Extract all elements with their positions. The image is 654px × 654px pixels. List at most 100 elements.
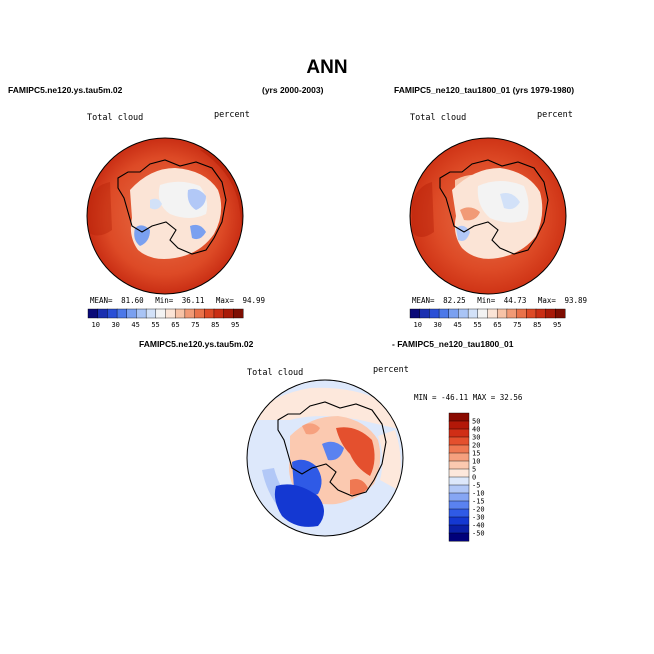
colorbar-swatch bbox=[448, 452, 470, 462]
colorbar-swatch bbox=[409, 308, 421, 319]
panel-1-mean: 81.60 bbox=[121, 296, 144, 305]
panel-2: FAMIPC5_ne120_tau1800_01 (yrs 1979-1980)… bbox=[394, 85, 587, 329]
colorbar-tick-label: 85 bbox=[533, 321, 541, 329]
panel-1-case-name: FAMIPC5.ne120.ys.tau5m.02 bbox=[8, 85, 123, 95]
panel-1-units: percent bbox=[214, 110, 250, 120]
colorbar-swatch bbox=[204, 308, 215, 319]
panel-2-min: 44.73 bbox=[504, 296, 527, 305]
colorbar-tick-label: 10 bbox=[92, 321, 100, 329]
colorbar-swatch bbox=[555, 308, 566, 319]
panel-1-low-patch-d bbox=[150, 198, 162, 210]
panel-3-case-a: FAMIPC5.ne120.ys.tau5m.02 bbox=[139, 339, 254, 349]
panel-2-map bbox=[410, 138, 566, 294]
panel-3-negative-ocean bbox=[274, 484, 324, 527]
panel-3-map-border bbox=[246, 379, 404, 537]
colorbar-swatch bbox=[107, 308, 118, 319]
panel-3-map bbox=[247, 380, 403, 536]
colorbar-swatch bbox=[419, 308, 430, 319]
colorbar-swatch bbox=[194, 308, 205, 319]
colorbar-swatch bbox=[535, 308, 547, 319]
colorbar-swatch bbox=[429, 308, 440, 319]
panel-3: FAMIPC5.ne120.ys.tau5m.02 - FAMIPC5_ne12… bbox=[139, 339, 523, 542]
panel-1-min-label: Min= bbox=[155, 296, 174, 305]
panel-1-colorbar bbox=[87, 308, 244, 319]
colorbar-swatch bbox=[136, 308, 147, 319]
panel-3-negative-patch-a bbox=[322, 441, 344, 461]
panel-3-variable: Total cloud bbox=[247, 368, 303, 378]
colorbar-swatch bbox=[448, 532, 470, 542]
colorbar-swatch bbox=[97, 308, 108, 319]
colorbar-swatch bbox=[477, 308, 489, 319]
colorbar-swatch bbox=[448, 492, 470, 502]
colorbar-swatch bbox=[448, 420, 470, 430]
colorbar-tick-label: -5 bbox=[472, 482, 480, 490]
colorbar-tick-label: 55 bbox=[473, 321, 481, 329]
panel-1: FAMIPC5.ne120.ys.tau5m.02 (yrs 2000-2003… bbox=[8, 85, 324, 329]
colorbar-tick-label: 10 bbox=[472, 458, 480, 466]
panel-1-colorbar-labels: 10 30 45 55 65 75 85 95 bbox=[92, 321, 240, 329]
panel-2-stats: MEAN= 82.25 Min= 44.73 Max= 93.89 bbox=[412, 296, 587, 305]
colorbar-tick-label: 30 bbox=[433, 321, 441, 329]
panel-3-positive-patch-b bbox=[350, 479, 368, 496]
colorbar-tick-label: 95 bbox=[553, 321, 561, 329]
main-title: ANN bbox=[306, 57, 347, 78]
colorbar-tick-label: 15 bbox=[472, 450, 480, 458]
panel-2-variable: Total cloud bbox=[410, 113, 466, 123]
panel-3-positive-patch-c bbox=[302, 423, 320, 435]
panel-2-low-patch-a bbox=[500, 193, 520, 210]
colorbar-swatch bbox=[516, 308, 527, 319]
colorbar-swatch bbox=[174, 308, 186, 319]
colorbar-tick-label: 20 bbox=[472, 442, 480, 450]
panel-1-map-border bbox=[86, 137, 244, 295]
panel-1-coastline bbox=[117, 159, 227, 255]
colorbar-tick-label: -10 bbox=[472, 490, 485, 498]
panel-2-units: percent bbox=[537, 110, 573, 120]
colorbar-tick-label: 55 bbox=[151, 321, 159, 329]
colorbar-tick-label: 10 bbox=[414, 321, 422, 329]
colorbar-tick-label: 75 bbox=[513, 321, 521, 329]
panel-1-high-cloud-west bbox=[88, 182, 112, 236]
colorbar-swatch bbox=[448, 460, 470, 470]
colorbar-swatch bbox=[448, 468, 470, 478]
colorbar-tick-label: 65 bbox=[171, 321, 179, 329]
panel-2-max: 93.89 bbox=[564, 296, 587, 305]
colorbar-swatch bbox=[126, 308, 137, 319]
panel-2-coastline bbox=[439, 159, 549, 255]
colorbar-swatch bbox=[467, 308, 479, 319]
panel-2-colorbar-labels: 10 30 45 55 65 75 85 95 bbox=[414, 321, 562, 329]
colorbar-tick-label: 85 bbox=[211, 321, 219, 329]
colorbar-swatch bbox=[487, 308, 498, 319]
panel-2-mean-label: MEAN= bbox=[412, 296, 435, 305]
colorbar-swatch bbox=[116, 308, 128, 319]
colorbar-tick-label: -40 bbox=[472, 522, 485, 530]
panel-3-positive-band-north bbox=[247, 387, 403, 430]
colorbar-swatch bbox=[438, 308, 450, 319]
panel-2-max-label: Max= bbox=[538, 296, 557, 305]
panel-1-max: 94.99 bbox=[242, 296, 265, 305]
colorbar-swatch bbox=[448, 436, 470, 446]
colorbar-tick-label: 30 bbox=[472, 434, 480, 442]
colorbar-swatch bbox=[458, 308, 469, 319]
colorbar-swatch bbox=[213, 308, 225, 319]
panel-1-variable: Total cloud bbox=[87, 113, 143, 123]
colorbar-tick-label: 5 bbox=[472, 466, 476, 474]
panel-1-low-patch-c bbox=[190, 224, 206, 240]
colorbar-tick-label: 0 bbox=[472, 474, 476, 482]
panel-3-colorbar bbox=[448, 412, 470, 542]
colorbar-swatch bbox=[184, 308, 196, 319]
panel-3-positive-band-east bbox=[378, 430, 401, 490]
colorbar-swatch bbox=[545, 308, 556, 319]
colorbar-tick-label: -30 bbox=[472, 514, 485, 522]
colorbar-tick-label: 45 bbox=[131, 321, 139, 329]
panel-2-mean: 82.25 bbox=[443, 296, 466, 305]
colorbar-tick-label: 45 bbox=[453, 321, 461, 329]
panel-1-max-label: Max= bbox=[216, 296, 235, 305]
colorbar-swatch bbox=[526, 308, 537, 319]
panel-2-case-name: FAMIPC5_ne120_tau1800_01 (yrs 1979-1980) bbox=[394, 85, 574, 95]
colorbar-tick-label: 65 bbox=[493, 321, 501, 329]
panel-2-high-cloud-west bbox=[412, 182, 434, 237]
colorbar-tick-label: 50 bbox=[472, 418, 480, 426]
colorbar-tick-label: -20 bbox=[472, 506, 485, 514]
panel-1-low-patch-b bbox=[134, 225, 150, 246]
